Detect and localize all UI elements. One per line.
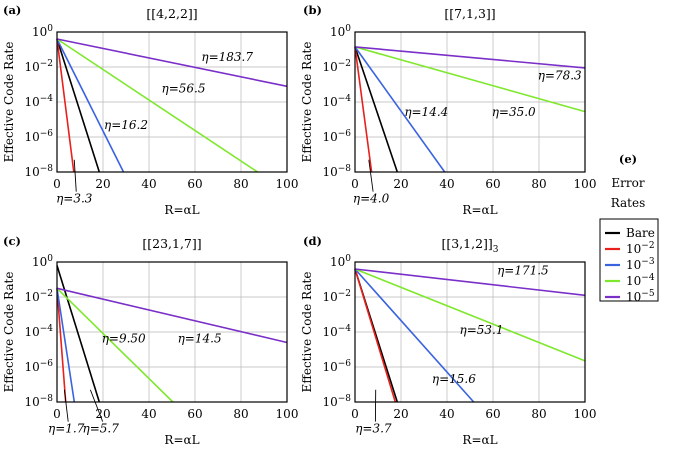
- x-axis-label: R=αL: [462, 433, 497, 447]
- eta-annotation: η=4.0: [353, 192, 390, 206]
- legend-title: Error: [611, 176, 644, 190]
- y-axis-label: Effective Code Rate: [300, 42, 314, 163]
- panel-label: (c): [3, 234, 21, 248]
- y-axis-label: Effective Code Rate: [2, 272, 16, 393]
- x-tick-label: 100: [276, 177, 299, 191]
- x-axis-label: R=αL: [164, 433, 199, 447]
- x-tick-label: 100: [574, 177, 597, 191]
- x-tick-label: 100: [276, 407, 299, 421]
- y-tick-label: 100: [330, 24, 351, 39]
- eta-annotation: η=14.5: [178, 332, 222, 346]
- y-axis-label: Effective Code Rate: [2, 42, 16, 163]
- y-tick-label: 10−6: [322, 129, 351, 144]
- series-line: [57, 39, 124, 172]
- x-tick-label: 0: [53, 407, 61, 421]
- legend-entry: Bare: [626, 226, 655, 240]
- eta-annotation: η=9.50: [102, 332, 146, 346]
- chart-panel: (b) [[7,1,3]] 0 20 40 60 80 100 100 10−2 10−4 10−6 1…: [300, 3, 596, 217]
- annotation-leader: [74, 160, 76, 192]
- y-tick-label: 10−6: [322, 359, 351, 374]
- y-tick-label: 10−2: [24, 59, 53, 74]
- y-tick-label: 10−8: [24, 164, 53, 179]
- y-tick-label: 10−6: [24, 359, 53, 374]
- legend-entry: 10−5: [626, 289, 655, 304]
- x-tick-label: 0: [351, 177, 359, 191]
- legend-title: Rates: [611, 196, 646, 210]
- x-tick-label: 40: [439, 407, 454, 421]
- eta-annotation: η=3.3: [56, 192, 93, 206]
- x-tick-label: 80: [531, 407, 546, 421]
- y-tick-label: 100: [32, 254, 53, 269]
- series-line: [57, 288, 287, 342]
- x-tick-label: 80: [233, 177, 248, 191]
- panel-label: (d): [303, 234, 322, 248]
- y-tick-label: 10−2: [322, 59, 351, 74]
- eta-annotation: η=16.2: [104, 118, 148, 132]
- series-line: [57, 39, 74, 172]
- panel-label: (a): [3, 3, 21, 17]
- y-tick-label: 100: [330, 254, 351, 269]
- x-tick-label: 0: [53, 177, 61, 191]
- x-tick-label: 20: [393, 407, 408, 421]
- x-tick-label: 80: [531, 177, 546, 191]
- eta-annotation: η=3.7: [355, 422, 392, 436]
- y-tick-label: 10−4: [24, 324, 53, 339]
- eta-annotation: η=35.0: [492, 105, 536, 119]
- x-tick-label: 40: [439, 177, 454, 191]
- eta-annotation: η=1.7: [48, 422, 85, 436]
- x-tick-label: 60: [485, 407, 500, 421]
- chart-title: [[4,2,2]]: [146, 6, 197, 21]
- eta-annotation: η=183.7: [201, 50, 253, 64]
- eta-annotation: η=14.4: [404, 105, 448, 119]
- y-tick-label: 10−2: [24, 289, 53, 304]
- x-axis-label: R=αL: [164, 203, 199, 217]
- chart-title: [[3,1,2]]3: [441, 236, 498, 255]
- eta-annotation: η=53.1: [460, 323, 504, 337]
- chart-panel: (d) [[3,1,2]]3 0 20 40 60 80 100 100 10−2 10−4 10−6…: [300, 234, 596, 447]
- eta-annotation: η=15.6: [432, 372, 476, 386]
- eta-annotation: η=56.5: [162, 81, 206, 95]
- x-tick-label: 20: [95, 177, 110, 191]
- y-tick-label: 100: [32, 24, 53, 39]
- panel-label: (b): [303, 3, 322, 17]
- x-tick-label: 40: [141, 407, 156, 421]
- x-tick-label: 40: [141, 177, 156, 191]
- y-tick-label: 10−4: [24, 94, 53, 109]
- series-line: [355, 269, 395, 402]
- eta-annotation: η=5.7: [83, 422, 120, 436]
- y-tick-label: 10−8: [322, 164, 351, 179]
- series-line: [57, 288, 74, 402]
- y-axis-label: Effective Code Rate: [300, 272, 314, 393]
- x-tick-label: 100: [574, 407, 597, 421]
- y-tick-label: 10−4: [322, 324, 351, 339]
- x-tick-label: 60: [485, 177, 500, 191]
- series-line: [57, 39, 99, 172]
- y-tick-label: 10−2: [322, 289, 351, 304]
- y-tick-label: 10−6: [24, 129, 53, 144]
- x-tick-label: 20: [393, 177, 408, 191]
- x-tick-label: 60: [187, 177, 202, 191]
- y-tick-label: 10−4: [322, 94, 351, 109]
- annotation-leader: [64, 390, 68, 422]
- series-line: [355, 47, 397, 172]
- eta-annotation: η=171.5: [497, 263, 549, 277]
- y-tick-label: 10−8: [322, 394, 351, 409]
- x-tick-label: 0: [351, 407, 359, 421]
- chart-title: [[23,1,7]]: [142, 236, 201, 251]
- series-line: [57, 288, 66, 402]
- legend-label: (e): [619, 152, 637, 166]
- chart-title: [[7,1,3]]: [444, 6, 495, 21]
- eta-annotation: η=78.3: [538, 68, 582, 82]
- x-tick-label: 60: [187, 407, 202, 421]
- x-axis-label: R=αL: [462, 203, 497, 217]
- chart-panel: (a) [[4,2,2]] 0 20 40 60 80 100 100 10−2 10−4 10−6 1…: [2, 3, 298, 217]
- y-tick-label: 10−8: [24, 394, 53, 409]
- x-tick-label: 80: [233, 407, 248, 421]
